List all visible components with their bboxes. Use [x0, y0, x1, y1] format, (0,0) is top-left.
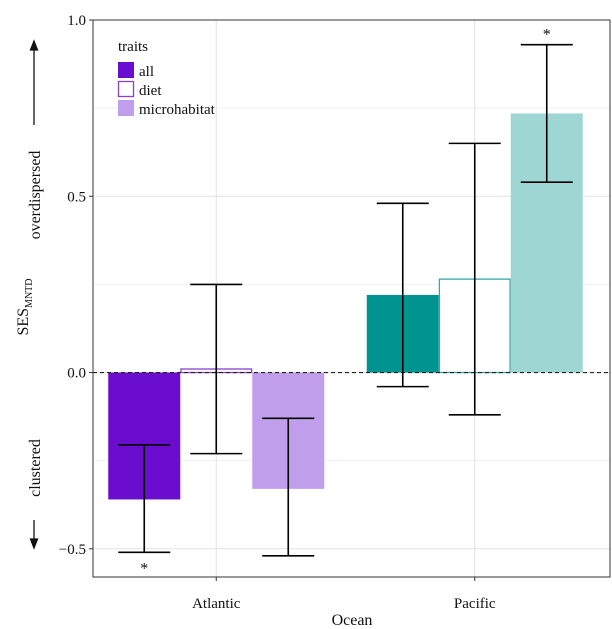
- bars: [108, 113, 583, 500]
- legend-label-all: all: [139, 64, 154, 80]
- legend-label-microhabitat: microhabitat: [139, 102, 216, 118]
- error-bars: **: [118, 27, 573, 577]
- down-arrow-icon: [29, 520, 39, 550]
- plot-panel-border: [92, 19, 611, 578]
- legend-swatch-all: [118, 62, 134, 78]
- clustered-label: clustered: [27, 439, 44, 497]
- x-tick-label-pacific: Pacific: [454, 596, 496, 612]
- significance-marker: *: [543, 27, 551, 44]
- legend-label-diet: diet: [139, 83, 162, 99]
- x-tick-label-atlantic: Atlantic: [192, 596, 241, 612]
- x-axis-ticks: Atlantic Pacific: [192, 577, 496, 612]
- legend-swatch-diet: [117, 80, 135, 98]
- y-tick-label: 1.0: [67, 13, 86, 29]
- legend: traits all diet microhabitat: [117, 39, 216, 118]
- y-axis-title-main: SES: [15, 308, 32, 336]
- y-axis-title-subscript: MNTD: [24, 278, 35, 307]
- legend-title: traits: [118, 39, 148, 55]
- y-axis-title: SESMNTD: [15, 278, 35, 335]
- clustered-annotation: clustered: [27, 439, 44, 497]
- y-tick-label: 0.5: [67, 189, 86, 205]
- overdispersed-label: overdispersed: [27, 151, 44, 240]
- y-axis-ticks: −0.5 0.0 0.5 1.0: [59, 13, 93, 558]
- significance-marker: *: [140, 560, 148, 577]
- svg-text:SESMNTD: SESMNTD: [15, 278, 35, 335]
- x-axis-title: Ocean: [332, 612, 373, 629]
- y-tick-label: −0.5: [59, 542, 86, 558]
- up-arrow-icon: [29, 39, 39, 125]
- y-tick-label: 0.0: [67, 366, 86, 382]
- legend-swatch-microhabitat: [118, 100, 134, 116]
- overdispersed-annotation: overdispersed: [27, 151, 44, 240]
